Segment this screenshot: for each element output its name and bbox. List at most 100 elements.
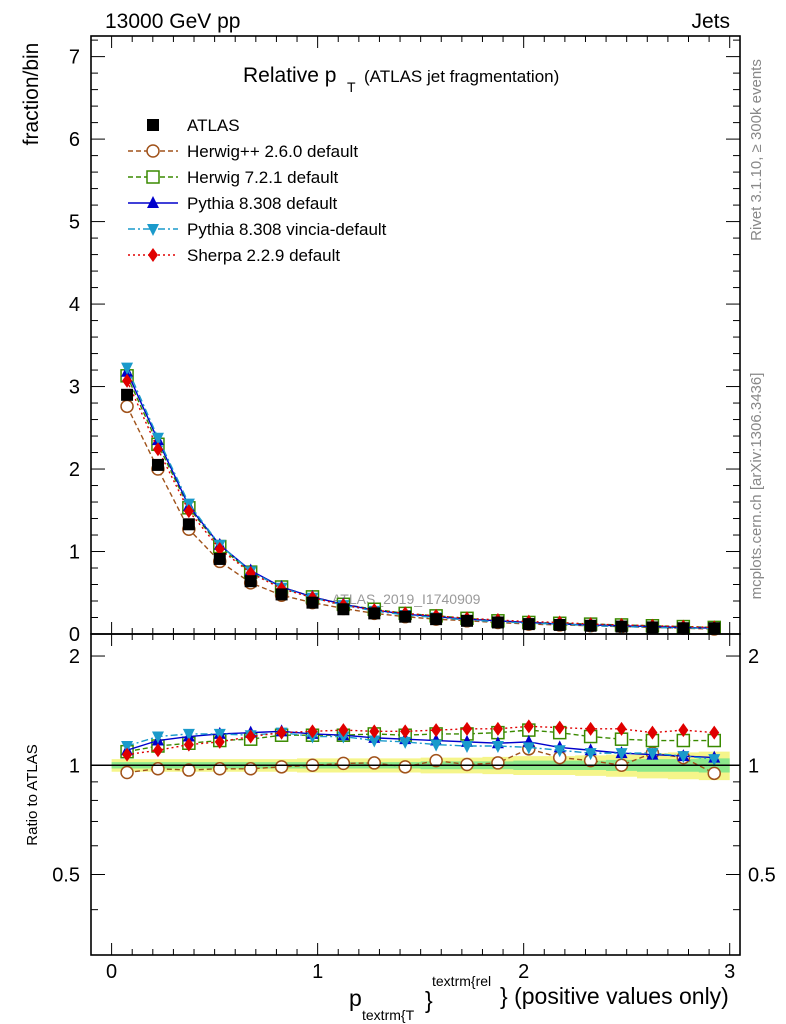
x-tick-label: 3 bbox=[724, 961, 735, 983]
ratio-line-sherpa-2-2-9-default bbox=[126, 725, 715, 756]
ratio-y-tick-label-left: 1 bbox=[69, 755, 80, 777]
main-point-atlas bbox=[522, 618, 535, 631]
ratio-point-pythia-8-308-vincia-default bbox=[461, 741, 474, 754]
ratio-point-herwig-2-6-0-default bbox=[398, 760, 412, 774]
header-category-label: Jets bbox=[691, 10, 730, 33]
main-point-atlas bbox=[553, 618, 566, 631]
main-point-atlas bbox=[584, 619, 597, 632]
main-point-atlas bbox=[615, 620, 628, 633]
ratio-point-herwig-2-6-0-default bbox=[336, 756, 351, 771]
main-point-atlas bbox=[275, 588, 288, 601]
legend-label-pythia-8-308-vincia-default: Pythia 8.308 vincia-default bbox=[187, 220, 387, 239]
ratio-y-tick-label-right: 0.5 bbox=[748, 864, 776, 886]
ratio-point-herwig-2-6-0-default bbox=[429, 753, 443, 768]
legend: ATLAS Herwig++ 2.6.0 default Herwig 7.2.1 … bbox=[128, 116, 387, 265]
legend-marker-herwig-7-2-1-default bbox=[146, 170, 160, 184]
main-point-atlas bbox=[182, 518, 195, 531]
ratio-series-group bbox=[91, 719, 740, 781]
ratio-y-tick-label-left: 2 bbox=[69, 646, 80, 668]
chart-title-suffix: (ATLAS jet fragmentation) bbox=[364, 67, 559, 86]
ratio-point-sherpa-2-2-9-default bbox=[400, 724, 411, 739]
main-point-atlas bbox=[337, 603, 350, 616]
x-axis-label-tail: } (positive values only) bbox=[500, 983, 729, 1009]
main-y-tick-label: 7 bbox=[69, 47, 80, 69]
ratio-point-sherpa-2-2-9-default bbox=[369, 724, 380, 739]
ratio-point-sherpa-2-2-9-default bbox=[523, 719, 534, 734]
chart-title-subscript: T bbox=[347, 79, 356, 95]
ratio-point-sherpa-2-2-9-default bbox=[152, 743, 163, 758]
ratio-y-tick-label-right: 1 bbox=[748, 755, 759, 777]
ratio-point-sherpa-2-2-9-default bbox=[307, 724, 318, 739]
ratio-point-sherpa-2-2-9-default bbox=[709, 725, 720, 740]
analysis-watermark: ATLAS_2019_I1740909 bbox=[332, 591, 481, 607]
ratio-point-sherpa-2-2-9-default bbox=[276, 725, 287, 740]
ratio-point-pythia-8-308-vincia-default bbox=[182, 728, 195, 741]
ratio-y-tick-label-right: 2 bbox=[748, 646, 759, 668]
main-point-atlas bbox=[244, 575, 257, 588]
ratio-point-sherpa-2-2-9-default bbox=[616, 721, 627, 736]
main-point-atlas bbox=[213, 552, 226, 565]
x-axis-label-subscript: textrm{T bbox=[362, 1007, 415, 1023]
ratio-point-herwig-2-6-0-default bbox=[274, 760, 289, 774]
legend-marker-herwig-2-6-0-default bbox=[146, 144, 160, 158]
main-point-sherpa-2-2-9-default bbox=[214, 542, 225, 557]
ratio-point-pythia-8-308-vincia-default bbox=[584, 748, 597, 761]
ratio-point-pythia-8-308-vincia-default bbox=[677, 751, 690, 764]
ratio-point-pythia-8-308-vincia-default bbox=[337, 731, 350, 744]
ratio-point-pythia-8-308-vincia-default bbox=[646, 748, 659, 761]
ratio-point-herwig-2-6-0-default bbox=[182, 763, 196, 777]
main-point-herwig-2-6-0-default bbox=[120, 399, 134, 414]
x-axis-label-brace: } bbox=[425, 987, 433, 1013]
legend-marker-sherpa-2-2-9-default bbox=[148, 248, 158, 262]
ratio-point-herwig-2-6-0-default bbox=[491, 756, 505, 770]
chart-title-main: Relative p bbox=[243, 64, 336, 87]
ratio-point-pythia-8-308-vincia-default bbox=[121, 741, 134, 754]
ratio-point-sherpa-2-2-9-default bbox=[338, 723, 349, 738]
legend-label-sherpa-2-2-9-default: Sherpa 2.2.9 default bbox=[187, 246, 340, 265]
x-axis-label-p: p bbox=[349, 985, 362, 1011]
main-point-pythia-8-308-vincia-default bbox=[151, 432, 164, 445]
legend-label-herwig-2-6-0-default: Herwig++ 2.6.0 default bbox=[187, 142, 358, 161]
main-point-atlas bbox=[399, 610, 412, 623]
ratio-panel-frame bbox=[90, 633, 741, 956]
x-tick-label: 0 bbox=[106, 961, 117, 983]
main-point-atlas bbox=[708, 622, 721, 635]
main-point-atlas bbox=[368, 607, 381, 620]
legend-label-pythia-8-308-default: Pythia 8.308 default bbox=[187, 194, 338, 213]
ratio-point-pythia-8-308-vincia-default bbox=[491, 741, 504, 754]
rivet-version-note: Rivet 3.1.10, ≥ 300k events bbox=[748, 59, 765, 241]
main-y-tick-label: 3 bbox=[69, 377, 80, 399]
ratio-point-sherpa-2-2-9-default bbox=[122, 747, 133, 762]
main-panel: 0 1 2 3 4 5 6 7 bbox=[69, 35, 741, 646]
main-point-atlas bbox=[306, 596, 319, 609]
ratio-point-sherpa-2-2-9-default bbox=[431, 723, 442, 738]
chart-title: Relative p T (ATLAS jet fragmentation) bbox=[243, 64, 559, 95]
legend-marker-atlas bbox=[147, 119, 159, 131]
main-series-group bbox=[120, 362, 721, 636]
main-y-axis-label: fraction/bin bbox=[20, 43, 43, 146]
main-y-tick-label: 6 bbox=[69, 129, 80, 151]
ratio-point-pythia-8-308-vincia-default bbox=[615, 748, 628, 761]
ratio-line-pythia-8-308-vincia-default bbox=[126, 731, 715, 760]
ratio-y-tick-label-left: 0.5 bbox=[52, 864, 80, 886]
ratio-point-herwig-2-6-0-default bbox=[120, 765, 134, 780]
main-y-tick-label: 5 bbox=[69, 212, 80, 234]
main-axes: 0 1 2 3 4 5 6 7 bbox=[69, 36, 740, 646]
ratio-point-sherpa-2-2-9-default bbox=[245, 729, 256, 744]
ratio-point-sherpa-2-2-9-default bbox=[585, 721, 596, 736]
main-point-pythia-8-308-vincia-default bbox=[121, 362, 134, 375]
legend-label-herwig-7-2-1-default: Herwig 7.2.1 default bbox=[187, 168, 338, 187]
header-collision-label: 13000 GeV pp bbox=[105, 10, 240, 33]
ratio-point-pythia-8-308-vincia-default bbox=[553, 745, 566, 758]
ratio-point-pythia-8-308-vincia-default bbox=[430, 739, 443, 752]
ratio-point-herwig-2-6-0-default bbox=[367, 756, 382, 770]
ratio-y-axis-label: Ratio to ATLAS bbox=[24, 744, 41, 845]
main-point-atlas bbox=[461, 614, 474, 627]
main-point-sherpa-2-2-9-default bbox=[122, 373, 133, 388]
x-axis-label: p textrm{T } textrm{rel } (positive valu… bbox=[349, 973, 729, 1023]
ratio-point-sherpa-2-2-9-default bbox=[678, 723, 689, 738]
main-line-pythia-8-308-default bbox=[126, 371, 715, 629]
ratio-point-pythia-8-308-vincia-default bbox=[368, 735, 381, 748]
ratio-point-sherpa-2-2-9-default bbox=[214, 734, 225, 749]
